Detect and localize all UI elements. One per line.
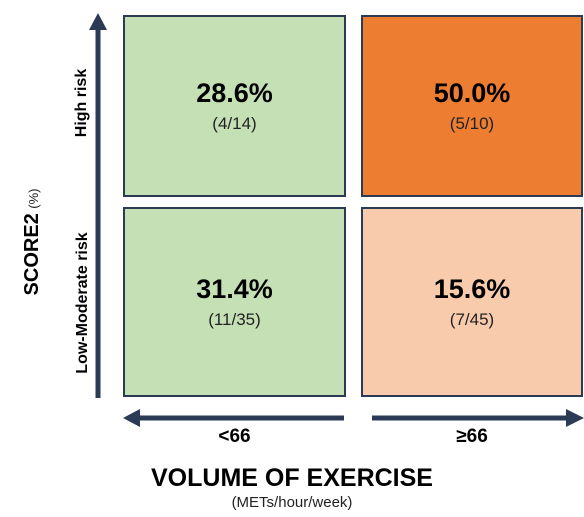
x-axis-right-arrowhead <box>566 409 584 427</box>
column-label-high-volume: ≥66 <box>456 426 488 447</box>
x-axis-left-arrowhead <box>123 409 140 427</box>
cell-percent: 15.6% <box>433 274 511 305</box>
cell-fraction: (5/10) <box>449 113 495 133</box>
y-axis-title: SCORE2 (%) <box>21 187 45 297</box>
y-axis-arrowhead <box>89 13 107 30</box>
cell-percent: 31.4% <box>196 274 273 305</box>
cell-lowmod-risk-low-volume: 31.4% (11/35) <box>123 207 346 397</box>
cell-fraction: (11/35) <box>208 309 261 329</box>
cell-fraction: (4/14) <box>212 113 257 133</box>
cell-percent: 50.0% <box>433 78 511 109</box>
y-axis-title-text: SCORE2 <box>21 213 43 296</box>
column-label-low-volume: <66 <box>218 426 251 447</box>
cell-percent: 28.6% <box>196 78 273 109</box>
x-axis-unit: (METs/hour/week) <box>231 494 353 511</box>
row-label-low-moderate-risk: Low-Moderate risk <box>74 232 91 374</box>
cell-fraction: (7/45) <box>449 309 495 329</box>
cell-high-risk-high-volume: 50.0% (5/10) <box>361 15 583 197</box>
x-axis-title: VOLUME OF EXERCISE <box>151 464 433 492</box>
cell-high-risk-low-volume: 28.6% (4/14) <box>123 15 346 197</box>
row-label-high-risk: High risk <box>73 68 90 138</box>
y-axis-unit: (%) <box>26 188 41 209</box>
cell-lowmod-risk-high-volume: 15.6% (7/45) <box>361 207 583 397</box>
